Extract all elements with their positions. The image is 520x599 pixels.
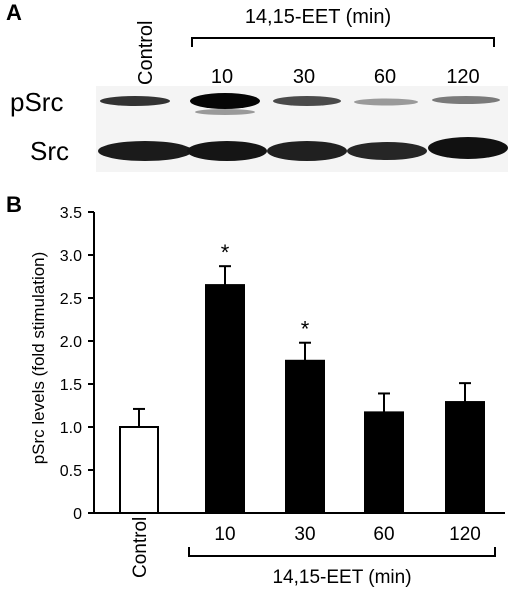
y-tick-label-4: 2.0 bbox=[60, 334, 82, 351]
x-tick-label-120: 120 bbox=[449, 524, 481, 545]
y-axis: 0 0.5 1.0 1.5 2.0 2.5 3.0 3.5 bbox=[60, 205, 95, 523]
blot-lane-label-10: 10 bbox=[211, 66, 233, 88]
panel-b-letter: B bbox=[6, 192, 22, 217]
x-tick-label-60: 60 bbox=[373, 524, 394, 545]
psrc-band-60 bbox=[354, 98, 418, 106]
blot-lane-label-60: 60 bbox=[374, 66, 396, 88]
bar-1 bbox=[205, 284, 245, 514]
blot-row-label-psrc: pSrc bbox=[10, 87, 63, 117]
significance-mark-2: * bbox=[301, 317, 310, 342]
psrc-band-control bbox=[100, 96, 170, 106]
blot-image bbox=[96, 86, 508, 172]
src-band-10 bbox=[187, 141, 267, 161]
x-tick-label-control: Control bbox=[130, 517, 151, 578]
psrc-band-10 bbox=[190, 93, 260, 109]
psrc-band-120 bbox=[432, 96, 500, 104]
bar-2 bbox=[285, 359, 325, 514]
y-tick-label-7: 3.5 bbox=[60, 205, 82, 222]
x-group-bracket bbox=[188, 547, 496, 557]
y-tick-label-3: 1.5 bbox=[60, 377, 82, 394]
y-tick-label-5: 2.5 bbox=[60, 291, 82, 308]
src-band-120 bbox=[428, 137, 508, 159]
x-tick-label-10: 10 bbox=[214, 524, 235, 545]
src-band-30 bbox=[267, 141, 347, 161]
x-group-label: 14,15-EET (min) bbox=[272, 567, 411, 588]
bar-0 bbox=[119, 426, 159, 514]
bar-4 bbox=[445, 401, 485, 514]
psrc-band-10-smear bbox=[195, 109, 255, 115]
x-tick-label-30: 30 bbox=[294, 524, 315, 545]
panel-a-letter: A bbox=[6, 0, 22, 25]
y-axis-label: pSrc levels (fold stimulation) bbox=[29, 252, 48, 465]
blot-row-label-src: Src bbox=[30, 136, 69, 166]
y-tick-label-2: 1.0 bbox=[60, 420, 82, 437]
blot-lane-label-30: 30 bbox=[293, 66, 315, 88]
blot-treatment-bracket bbox=[191, 37, 495, 47]
blot-control-label: Control bbox=[135, 21, 157, 85]
bars: ** bbox=[119, 240, 485, 515]
y-tick-label-0: 0 bbox=[73, 506, 82, 523]
blot-treatment-header: 14,15-EET (min) bbox=[245, 6, 391, 28]
y-tick-label-1: 0.5 bbox=[60, 463, 82, 480]
bar-3 bbox=[364, 411, 404, 515]
significance-mark-1: * bbox=[221, 240, 230, 265]
src-band-control bbox=[98, 141, 192, 161]
blot-lane-label-120: 120 bbox=[446, 66, 479, 88]
psrc-band-30 bbox=[273, 96, 341, 106]
src-band-60 bbox=[347, 142, 427, 160]
y-tick-label-6: 3.0 bbox=[60, 248, 82, 265]
